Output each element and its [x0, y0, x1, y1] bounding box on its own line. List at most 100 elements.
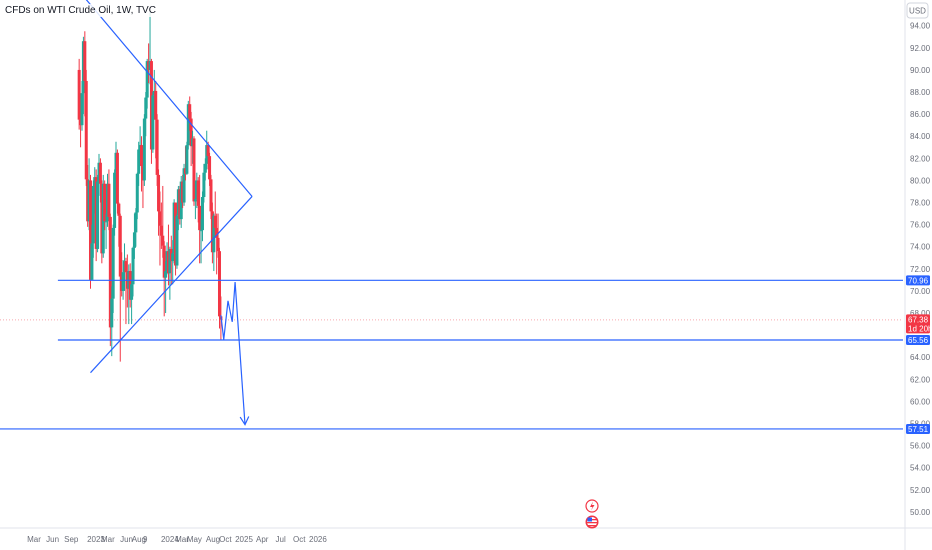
price-tag-text: 70.96 — [908, 276, 929, 285]
candle-body — [108, 216, 112, 328]
y-tick-label: 56.00 — [910, 442, 931, 451]
candle-body — [130, 284, 134, 300]
y-tick-label: 54.00 — [910, 464, 931, 473]
candle-body — [77, 69, 81, 120]
candle-body — [132, 232, 136, 248]
candle-body — [161, 235, 165, 246]
chart-title[interactable]: CFDs on WTI Crude Oil, 1W, TVC — [2, 4, 159, 17]
y-tick-label: 64.00 — [910, 353, 931, 362]
price-tag-text: 65.56 — [908, 336, 929, 345]
candle-body — [135, 173, 139, 213]
candle-body — [215, 227, 219, 238]
candle-body — [107, 183, 111, 217]
x-tick-label: Jun — [46, 535, 59, 544]
candle-body — [202, 172, 206, 198]
candle-body — [140, 145, 144, 167]
projection-path[interactable] — [220, 282, 246, 425]
candle-body — [193, 199, 197, 202]
x-tick-label: May — [187, 535, 202, 544]
candle-body — [155, 119, 159, 175]
x-tick-label: Apr — [256, 535, 269, 544]
y-tick-label: 72.00 — [910, 265, 931, 274]
x-tick-label: Aug — [132, 535, 146, 544]
candle-body — [80, 93, 84, 126]
triangle-lower-trendline[interactable] — [90, 196, 253, 374]
x-tick-label: Mar — [175, 535, 189, 544]
candle-body — [208, 156, 212, 180]
y-tick-label: 94.00 — [910, 22, 931, 31]
x-tick-label: Jul — [276, 535, 286, 544]
x-tick-label: Mar — [101, 535, 115, 544]
candle-body — [196, 180, 200, 206]
flash-icon[interactable] — [585, 499, 599, 513]
y-tick-label: 68.00 — [910, 309, 931, 318]
x-tick-label: Oct — [219, 535, 232, 544]
candle-body — [217, 251, 221, 317]
price-tag-text: 1d 20h — [908, 324, 932, 333]
y-tick-label: 62.00 — [910, 375, 931, 384]
candle-body — [134, 212, 138, 233]
candle-body — [103, 183, 107, 222]
candle-body — [192, 138, 196, 202]
price-tag-text: 67.38 — [908, 315, 929, 324]
candle-body — [162, 245, 166, 278]
projection-arrow-head — [239, 416, 250, 426]
y-tick-label: 92.00 — [910, 44, 931, 53]
candle-body — [175, 215, 179, 266]
level-price-tag[interactable]: 57.51 — [906, 423, 930, 434]
candle-body — [213, 215, 217, 228]
candle-body — [188, 104, 192, 119]
y-tick-label: 70.00 — [910, 287, 931, 296]
candle-body — [206, 145, 210, 157]
x-tick-label: 2024 — [161, 535, 179, 544]
candle-body — [171, 253, 175, 262]
candle-body — [84, 80, 88, 180]
y-tick-label: 88.00 — [910, 88, 931, 97]
y-tick-label: 86.00 — [910, 110, 931, 119]
candle-body — [98, 162, 102, 184]
candle-body — [158, 211, 162, 226]
currency-button[interactable]: USD — [906, 2, 929, 19]
candle-body — [113, 172, 117, 228]
candle-body — [159, 225, 163, 236]
candle-body — [157, 174, 161, 212]
candle-body — [117, 203, 121, 216]
candle-body — [124, 261, 128, 273]
candle-body — [216, 237, 220, 252]
candle-body — [144, 97, 148, 119]
us-flag-icon[interactable] — [585, 515, 599, 529]
level-price-tag[interactable]: 70.96 — [906, 275, 930, 286]
x-tick-label: Jun — [120, 535, 133, 544]
y-tick-label: 60.00 — [910, 397, 931, 406]
y-tick-label: 82.00 — [910, 154, 931, 163]
candle-body — [137, 149, 141, 174]
y-tick-label: 50.00 — [910, 508, 931, 517]
candle-body — [212, 215, 216, 253]
candle-body — [186, 104, 190, 146]
x-tick-label: Aug — [206, 535, 220, 544]
x-tick-label: 9 — [143, 535, 148, 544]
candle-body — [110, 298, 114, 328]
y-tick-label: 74.00 — [910, 243, 931, 252]
candle-body — [203, 163, 207, 173]
x-tick-label: 2026 — [309, 535, 327, 544]
y-tick-label: 90.00 — [910, 66, 931, 75]
candle-body — [104, 221, 108, 223]
y-tick-label: 76.00 — [910, 221, 931, 230]
level-price-tag[interactable]: 65.56 — [906, 334, 930, 345]
candle-body — [131, 247, 135, 285]
currency-label: USD — [909, 7, 926, 16]
price-tag-text: 57.51 — [908, 425, 929, 434]
x-tick-label: Sep — [64, 535, 79, 544]
candle-body — [91, 185, 95, 244]
candle-body — [145, 61, 149, 98]
y-tick-label: 78.00 — [910, 199, 931, 208]
candle-body — [88, 180, 92, 280]
x-tick-label: 2023 — [87, 535, 105, 544]
x-tick-label: 2025 — [235, 535, 253, 544]
candle-body — [198, 205, 202, 231]
candle-body — [200, 197, 204, 231]
